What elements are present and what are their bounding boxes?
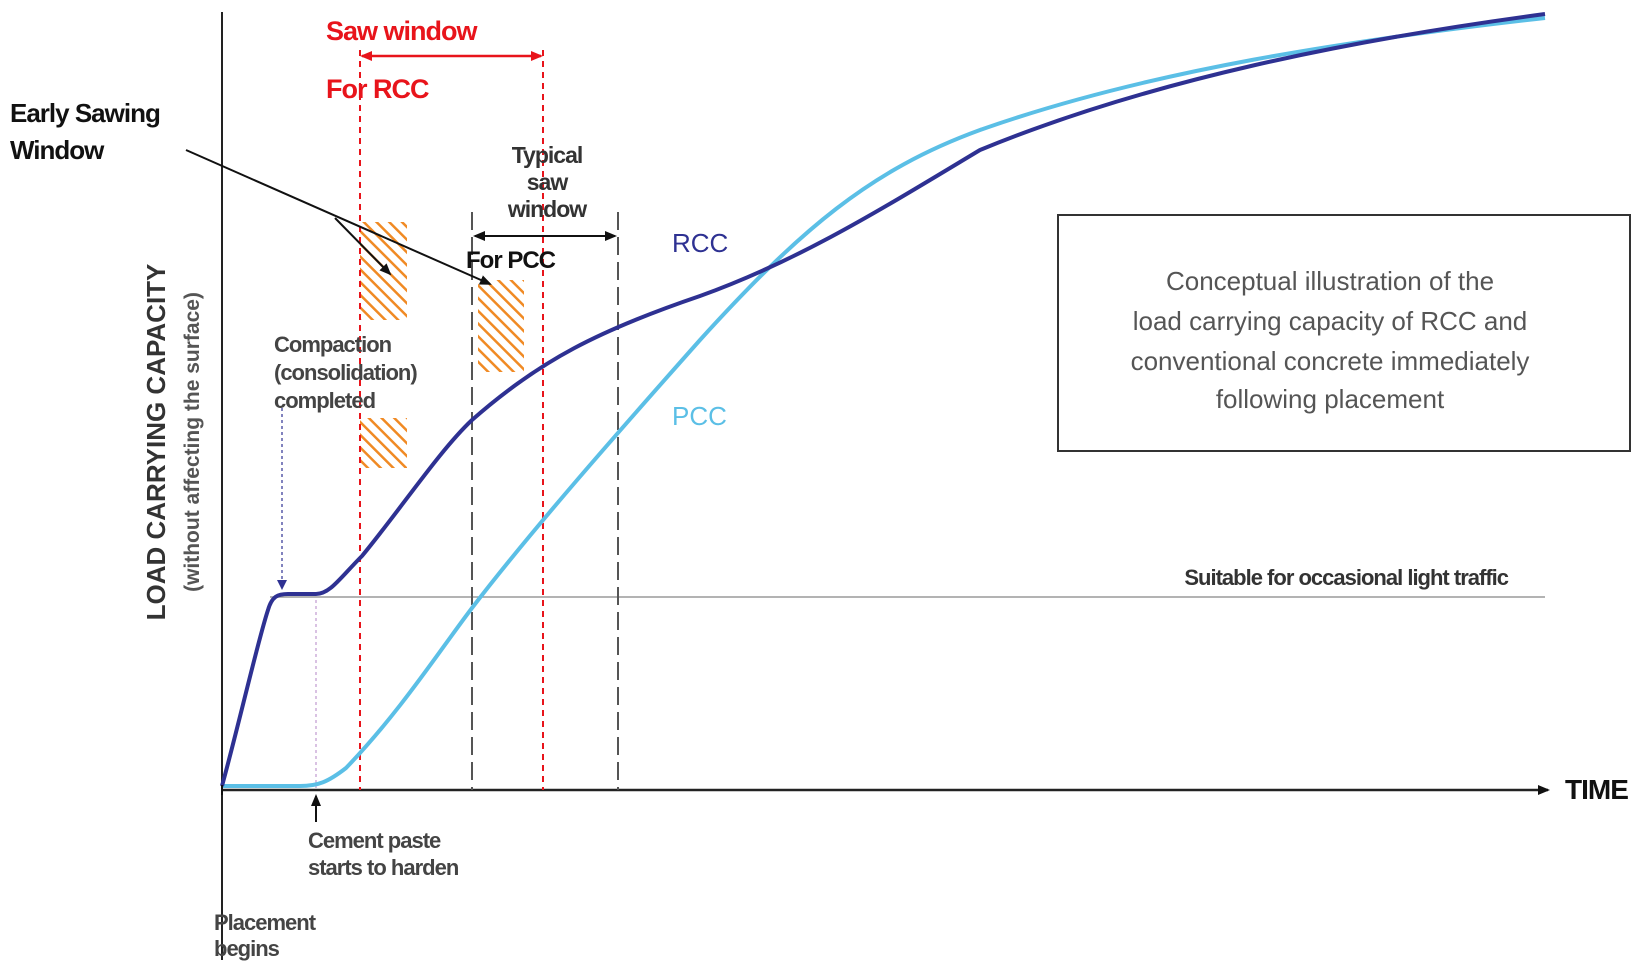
early-sawing-arrow-2: [334, 217, 392, 276]
saw-window-rcc-label: Saw window: [326, 16, 479, 46]
for-pcc-label: For PCC: [466, 247, 556, 274]
x-axis-label: TIME: [1565, 774, 1628, 805]
for-rcc-label: For RCC: [326, 74, 429, 104]
saw-label: saw: [527, 169, 569, 195]
early-sawing-label: Early Sawing: [10, 98, 160, 128]
placement-label-2: begins: [214, 936, 280, 961]
cement-label-1: Cement paste: [308, 828, 441, 853]
series-label-rcc: RCC: [672, 228, 728, 258]
series-line-rcc: [220, 12, 1546, 787]
compaction-label-1: Compaction: [274, 332, 392, 357]
early-sawing-arrow-1: [185, 149, 492, 285]
cement-label-2: starts to harden: [308, 855, 459, 880]
pcc-early-hatch: [478, 280, 524, 372]
note-line-1: Conceptual illustration of the: [1166, 266, 1494, 296]
series-line-pcc: [222, 16, 1546, 788]
note-line-3: conventional concrete immediately: [1131, 346, 1530, 376]
compaction-label-2: (consolidation): [274, 360, 417, 385]
note-line-2: load carrying capacity of RCC and: [1133, 306, 1528, 336]
window-label: window: [507, 196, 587, 222]
typical-label: Typical: [512, 142, 583, 168]
threshold-label: Suitable for occasional light traffic: [1184, 565, 1508, 590]
y-axis-label: LOAD CARRYING CAPACITY: [141, 264, 171, 621]
early-sawing-hatch-bottom: [360, 418, 407, 468]
early-sawing-window-label: Window: [10, 135, 105, 165]
compaction-label-3: completed: [274, 388, 375, 413]
placement-label-1: Placement: [214, 910, 317, 935]
series-label-pcc: PCC: [672, 401, 727, 431]
y-axis-sublabel: (without affecting the surface): [181, 292, 204, 592]
note-box: [1057, 214, 1631, 452]
note-line-4: following placement: [1216, 384, 1445, 414]
